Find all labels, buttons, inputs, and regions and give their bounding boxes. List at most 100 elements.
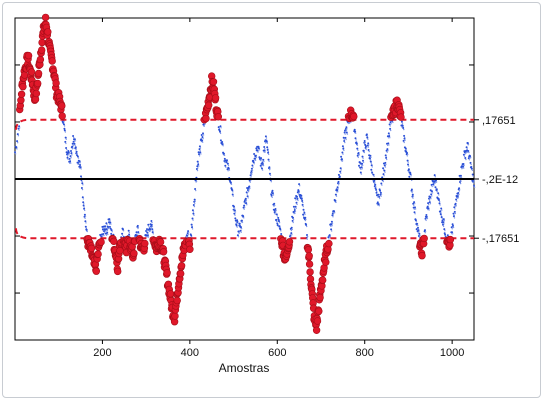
- data-point: [403, 128, 405, 131]
- data-point: [430, 198, 432, 200]
- data-point: [365, 147, 368, 149]
- data-point: [333, 210, 336, 213]
- x-tick-label: 600: [268, 347, 286, 359]
- data-point: [105, 228, 108, 231]
- data-point: [418, 231, 420, 233]
- x-tick-label: 400: [181, 347, 199, 359]
- data-point: [364, 141, 366, 144]
- data-point: [433, 185, 435, 187]
- data-point: [233, 209, 236, 212]
- data-point: [418, 232, 421, 235]
- data-point: [331, 225, 333, 227]
- data-point-out: [171, 312, 179, 320]
- data-point: [279, 228, 282, 231]
- data-point: [345, 126, 348, 129]
- data-point: [378, 205, 380, 207]
- data-point: [147, 236, 150, 238]
- data-point: [473, 184, 475, 187]
- data-point: [412, 202, 415, 205]
- data-point: [336, 189, 339, 192]
- data-point: [306, 235, 309, 238]
- data-point: [274, 213, 276, 215]
- data-point: [81, 188, 84, 191]
- data-point: [63, 125, 66, 127]
- data-point: [471, 173, 474, 176]
- data-point: [327, 236, 330, 239]
- data-point: [151, 228, 154, 231]
- data-point: [137, 226, 140, 229]
- data-point: [101, 235, 104, 237]
- data-point: [296, 197, 299, 200]
- data-point: [66, 148, 68, 151]
- data-point: [104, 225, 107, 228]
- data-point: [442, 225, 445, 228]
- data-point: [187, 234, 189, 236]
- data-point: [375, 191, 378, 194]
- data-point: [243, 217, 245, 219]
- data-point: [63, 127, 66, 130]
- data-point: [197, 167, 199, 169]
- data-point-out: [397, 113, 405, 121]
- data-point: [301, 203, 304, 206]
- data-point: [271, 189, 274, 192]
- data-point: [262, 164, 265, 167]
- data-point: [463, 164, 465, 167]
- data-point: [354, 137, 357, 140]
- data-point-out: [173, 296, 181, 305]
- data-point-out: [27, 68, 36, 76]
- data-point: [337, 191, 339, 193]
- data-point: [246, 193, 248, 195]
- data-point: [267, 151, 270, 154]
- data-point: [464, 153, 467, 155]
- data-point-out: [20, 71, 29, 79]
- data-point: [412, 197, 414, 199]
- data-point: [227, 167, 230, 170]
- data-point: [292, 221, 294, 224]
- data-point: [193, 214, 195, 216]
- data-point-out: [304, 246, 312, 254]
- data-point: [199, 151, 202, 154]
- data-point: [292, 205, 295, 208]
- data-point: [136, 233, 138, 235]
- data-point: [271, 196, 273, 199]
- data-point: [342, 153, 344, 155]
- data-point: [83, 207, 86, 210]
- data-point: [275, 211, 277, 213]
- data-point: [197, 163, 200, 166]
- data-point: [410, 175, 412, 177]
- data-point: [17, 142, 19, 144]
- data-point: [431, 192, 434, 194]
- data-point: [105, 222, 108, 225]
- data-point: [195, 180, 198, 183]
- data-point-out: [17, 90, 26, 99]
- data-point: [273, 202, 276, 205]
- data-point: [342, 136, 345, 139]
- data-point: [17, 127, 20, 130]
- data-point: [356, 147, 359, 150]
- data-point: [434, 182, 436, 185]
- data-point: [355, 132, 357, 134]
- data-point: [380, 182, 383, 185]
- data-point: [275, 209, 277, 212]
- data-point: [385, 149, 388, 152]
- data-point: [259, 164, 262, 167]
- data-point: [80, 175, 82, 178]
- data-point: [261, 169, 264, 171]
- data-point: [200, 153, 202, 155]
- data-point: [416, 222, 419, 225]
- data-point: [341, 160, 344, 162]
- data-point: [228, 169, 231, 171]
- data-point: [300, 194, 303, 197]
- data-point: [79, 164, 82, 166]
- data-point: [248, 185, 251, 188]
- data-point-out: [446, 235, 455, 244]
- data-point: [194, 200, 196, 202]
- data-point: [362, 149, 365, 152]
- data-point: [64, 131, 67, 133]
- data-point: [346, 128, 348, 130]
- data-point: [264, 142, 267, 144]
- data-point: [370, 156, 372, 158]
- data-point: [219, 125, 222, 128]
- data-point: [305, 218, 307, 221]
- data-point: [304, 219, 307, 222]
